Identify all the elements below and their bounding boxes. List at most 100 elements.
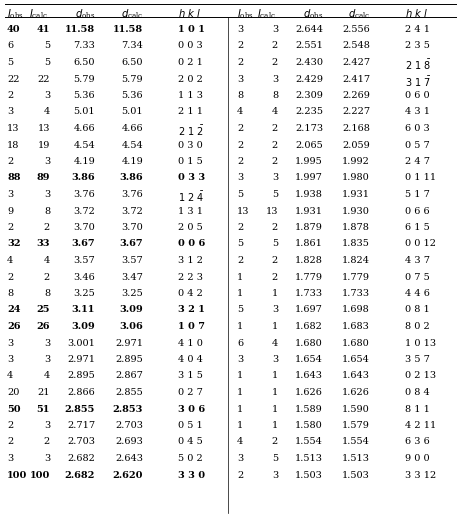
Text: 1: 1 — [237, 404, 243, 414]
Text: 2.227: 2.227 — [342, 108, 370, 116]
Text: 0 1 5: 0 1 5 — [178, 157, 203, 166]
Text: 3: 3 — [44, 91, 50, 100]
Text: 5.01: 5.01 — [73, 108, 95, 116]
Text: 0 3 3: 0 3 3 — [178, 174, 205, 182]
Text: 2.429: 2.429 — [295, 75, 323, 83]
Text: 22: 22 — [7, 75, 19, 83]
Text: 2.703: 2.703 — [67, 438, 95, 447]
Text: 3: 3 — [44, 355, 50, 364]
Text: 4.66: 4.66 — [73, 124, 95, 133]
Text: 2.895: 2.895 — [115, 355, 143, 364]
Text: 5: 5 — [272, 239, 278, 249]
Text: 13: 13 — [37, 124, 50, 133]
Text: 1: 1 — [237, 322, 243, 331]
Text: 1 0 7: 1 0 7 — [178, 322, 205, 331]
Text: 1.861: 1.861 — [295, 239, 323, 249]
Text: $\mathit{d}_\mathregular{obs}$: $\mathit{d}_\mathregular{obs}$ — [75, 7, 95, 21]
Text: 18: 18 — [7, 141, 19, 149]
Text: 2: 2 — [237, 124, 243, 133]
Text: 50: 50 — [7, 404, 21, 414]
Text: 3: 3 — [237, 174, 243, 182]
Text: 1.931: 1.931 — [295, 207, 323, 215]
Text: $\mathit{I}_\mathregular{calc.}$: $\mathit{I}_\mathregular{calc.}$ — [29, 7, 50, 21]
Text: 1.654: 1.654 — [295, 355, 323, 364]
Text: 3 2 1: 3 2 1 — [178, 305, 205, 315]
Text: 5 1 7: 5 1 7 — [405, 190, 430, 199]
Text: 1: 1 — [272, 388, 278, 397]
Text: 0 0 12: 0 0 12 — [405, 239, 436, 249]
Text: 3 5 7: 3 5 7 — [405, 355, 430, 364]
Text: 1: 1 — [272, 421, 278, 430]
Text: 1.733: 1.733 — [295, 289, 323, 298]
Text: 22: 22 — [37, 75, 50, 83]
Text: 3.09: 3.09 — [71, 322, 95, 331]
Text: 25: 25 — [36, 305, 50, 315]
Text: 8: 8 — [237, 91, 243, 100]
Text: 2: 2 — [272, 124, 278, 133]
Text: 0 2 13: 0 2 13 — [405, 371, 436, 381]
Text: 3: 3 — [7, 338, 13, 348]
Text: 2.853: 2.853 — [112, 404, 143, 414]
Text: 2.620: 2.620 — [112, 471, 143, 479]
Text: 2.866: 2.866 — [67, 388, 95, 397]
Text: 2: 2 — [237, 471, 243, 479]
Text: 24: 24 — [7, 305, 20, 315]
Text: 0 0 3: 0 0 3 — [178, 42, 203, 50]
Text: 3.70: 3.70 — [73, 223, 95, 232]
Text: 26: 26 — [7, 322, 20, 331]
Text: 0 5 1: 0 5 1 — [178, 421, 203, 430]
Text: 1.930: 1.930 — [342, 207, 370, 215]
Text: 1.835: 1.835 — [342, 239, 370, 249]
Text: 2: 2 — [272, 58, 278, 67]
Text: 2: 2 — [7, 438, 13, 447]
Text: 0 4 5: 0 4 5 — [178, 438, 203, 447]
Text: 5.36: 5.36 — [73, 91, 95, 100]
Text: 3.57: 3.57 — [73, 256, 95, 265]
Text: 8 0 2: 8 0 2 — [405, 322, 430, 331]
Text: 8: 8 — [44, 207, 50, 215]
Text: 1: 1 — [272, 371, 278, 381]
Text: 0 1 11: 0 1 11 — [405, 174, 436, 182]
Text: 5: 5 — [44, 58, 50, 67]
Text: 1.824: 1.824 — [342, 256, 370, 265]
Text: 3: 3 — [7, 108, 13, 116]
Text: 13: 13 — [266, 207, 278, 215]
Text: 3: 3 — [237, 25, 243, 34]
Text: 3: 3 — [44, 421, 50, 430]
Text: 1 3 1: 1 3 1 — [178, 207, 203, 215]
Text: 2: 2 — [237, 141, 243, 149]
Text: 1.503: 1.503 — [342, 471, 370, 479]
Text: 1.579: 1.579 — [342, 421, 370, 430]
Text: 0 6 0: 0 6 0 — [405, 91, 430, 100]
Text: 3: 3 — [7, 190, 13, 199]
Text: 32: 32 — [7, 239, 20, 249]
Text: 3: 3 — [237, 454, 243, 463]
Text: 2.269: 2.269 — [342, 91, 370, 100]
Text: 1.626: 1.626 — [295, 388, 323, 397]
Text: 5 0 2: 5 0 2 — [178, 454, 203, 463]
Text: 2: 2 — [272, 223, 278, 232]
Text: 2: 2 — [44, 272, 50, 282]
Text: 3: 3 — [7, 355, 13, 364]
Text: 2.717: 2.717 — [67, 421, 95, 430]
Text: 2: 2 — [272, 157, 278, 166]
Text: 2.682: 2.682 — [65, 471, 95, 479]
Text: 2.551: 2.551 — [295, 42, 323, 50]
Text: 2.895: 2.895 — [67, 371, 95, 381]
Text: 3: 3 — [44, 338, 50, 348]
Text: 1: 1 — [237, 388, 243, 397]
Text: 3: 3 — [7, 454, 13, 463]
Text: 8: 8 — [44, 289, 50, 298]
Text: 9 0 0: 9 0 0 — [405, 454, 430, 463]
Text: 2: 2 — [272, 256, 278, 265]
Text: 2.309: 2.309 — [295, 91, 323, 100]
Text: 1.992: 1.992 — [342, 157, 370, 166]
Text: 5: 5 — [272, 454, 278, 463]
Text: 6: 6 — [237, 338, 243, 348]
Text: 1.513: 1.513 — [342, 454, 370, 463]
Text: 1 0 13: 1 0 13 — [405, 338, 436, 348]
Text: 0 6 6: 0 6 6 — [405, 207, 430, 215]
Text: 4 3 7: 4 3 7 — [405, 256, 430, 265]
Text: 2.417: 2.417 — [342, 75, 370, 83]
Text: 2: 2 — [7, 157, 13, 166]
